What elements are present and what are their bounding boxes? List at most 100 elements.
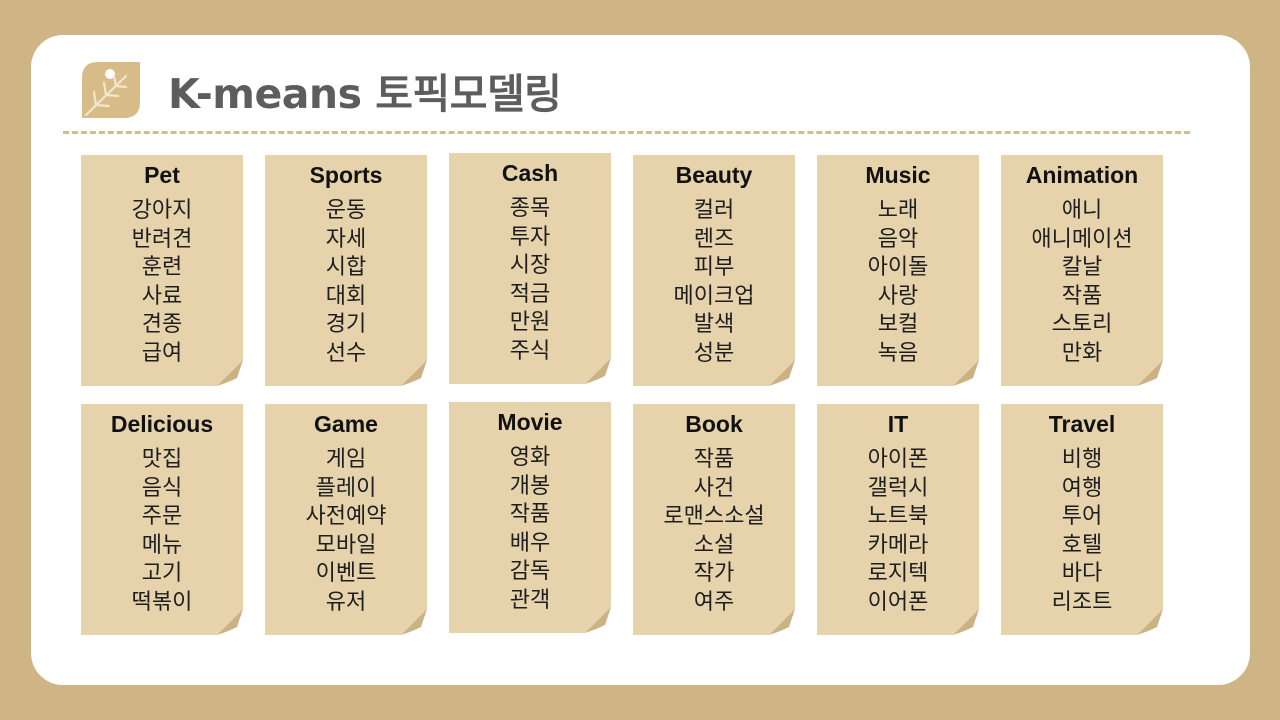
- keyword-item: 갤럭시: [867, 475, 929, 501]
- keyword-item: 음악: [877, 226, 919, 252]
- topic-note: Movie 영화 개봉 작품 배우 감독 관객: [449, 402, 611, 633]
- keyword-item: 훈련: [141, 255, 183, 281]
- keyword-item: 이벤트: [315, 561, 377, 587]
- page-title: K-means 토픽모델링: [168, 70, 562, 118]
- keyword-item: 주문: [141, 504, 183, 530]
- page-curl-icon: [1137, 609, 1163, 635]
- keyword-item: 주식: [509, 338, 551, 364]
- topic-title: Sports: [309, 162, 383, 188]
- keyword-item: 스토리: [1051, 312, 1113, 338]
- keyword-item: 유저: [325, 589, 367, 615]
- keyword-list: 영화 개봉 작품 배우 감독 관객: [449, 444, 611, 616]
- topic-title: IT: [887, 411, 909, 437]
- page-curl-icon: [217, 609, 243, 635]
- topic-note: Game 게임 플레이 사전예약 모바일 이벤트 유저: [265, 404, 427, 635]
- keyword-item: 시장: [509, 253, 551, 279]
- keyword-item: 투어: [1061, 504, 1103, 530]
- keyword-list: 아이폰 갤럭시 노트북 카메라 로지텍 이어폰: [817, 446, 979, 618]
- topic-title: Beauty: [675, 162, 753, 188]
- keyword-list: 컬러 렌즈 피부 메이크업 발색 성분: [633, 197, 795, 369]
- keyword-item: 개봉: [509, 473, 551, 499]
- keyword-item: 선수: [325, 340, 367, 366]
- keyword-item: 플레이: [315, 475, 377, 501]
- keyword-item: 애니: [1061, 198, 1103, 223]
- keyword-item: 사료: [141, 283, 183, 309]
- page-curl-icon: [585, 358, 611, 384]
- keyword-item: 사랑: [877, 283, 919, 309]
- keyword-item: 카메라: [867, 532, 929, 558]
- keyword-item: 아이돌: [867, 255, 929, 281]
- page-curl-icon: [401, 360, 427, 386]
- page-curl-icon: [585, 607, 611, 633]
- keyword-item: 배우: [509, 530, 551, 556]
- keyword-item: 작품: [509, 502, 551, 528]
- keyword-item: 강아지: [131, 198, 193, 223]
- keyword-item: 소설: [693, 532, 735, 558]
- keyword-item: 영화: [509, 445, 551, 470]
- topic-title: Book: [685, 411, 743, 437]
- keyword-item: 맛집: [141, 447, 183, 472]
- keyword-item: 반려견: [131, 226, 193, 252]
- keyword-item: 견종: [141, 312, 183, 338]
- topic-title: Travel: [1048, 411, 1116, 437]
- keyword-item: 노래: [877, 198, 919, 223]
- keyword-item: 자세: [325, 226, 367, 252]
- keyword-item: 여행: [1061, 475, 1103, 501]
- keyword-item: 메이크업: [673, 283, 755, 309]
- keyword-item: 여주: [693, 589, 735, 615]
- keyword-item: 고기: [141, 561, 183, 587]
- keyword-item: 녹음: [877, 340, 919, 366]
- keyword-item: 사전예약: [305, 504, 387, 530]
- page-curl-icon: [769, 360, 795, 386]
- keyword-item: 메뉴: [141, 532, 183, 558]
- keyword-item: 애니메이션: [1031, 226, 1133, 252]
- keyword-list: 종목 투자 시장 적금 만원 주식: [449, 195, 611, 367]
- keyword-item: 성분: [693, 340, 735, 366]
- keyword-item: 모바일: [315, 532, 377, 558]
- keyword-item: 작품: [693, 447, 735, 472]
- page-curl-icon: [1137, 360, 1163, 386]
- keyword-item: 피부: [693, 255, 735, 281]
- keyword-list: 애니 애니메이션 칼날 작품 스토리 만화: [1001, 197, 1163, 369]
- page-curl-icon: [401, 609, 427, 635]
- page-curl-icon: [953, 360, 979, 386]
- topic-title: Cash: [501, 160, 559, 186]
- leaf-icon: [82, 62, 140, 118]
- keyword-item: 로지텍: [867, 561, 929, 587]
- keyword-item: 운동: [325, 198, 367, 223]
- topic-note: Pet 강아지 반려견 훈련 사료 견종 급여: [81, 155, 243, 386]
- topic-note: IT 아이폰 갤럭시 노트북 카메라 로지텍 이어폰: [817, 404, 979, 635]
- keyword-item: 투자: [509, 224, 551, 250]
- keyword-item: 칼날: [1061, 255, 1103, 281]
- keyword-item: 바다: [1061, 561, 1103, 587]
- keyword-item: 시합: [325, 255, 367, 281]
- topic-note: Animation 애니 애니메이션 칼날 작품 스토리 만화: [1001, 155, 1163, 386]
- keyword-item: 작품: [1061, 283, 1103, 309]
- keyword-item: 로맨스소설: [663, 504, 765, 530]
- keyword-item: 렌즈: [693, 226, 735, 252]
- topic-note: Beauty 컬러 렌즈 피부 메이크업 발색 성분: [633, 155, 795, 386]
- topic-title: Music: [865, 162, 931, 188]
- keyword-item: 종목: [509, 196, 551, 221]
- keyword-item: 대회: [325, 283, 367, 309]
- keyword-item: 경기: [325, 312, 367, 338]
- topic-note: Delicious 맛집 음식 주문 메뉴 고기 떡볶이: [81, 404, 243, 635]
- keyword-item: 감독: [509, 559, 551, 585]
- topic-note: Book 작품 사건 로맨스소설 소설 작가 여주: [633, 404, 795, 635]
- page-curl-icon: [769, 609, 795, 635]
- keyword-list: 맛집 음식 주문 메뉴 고기 떡볶이: [81, 446, 243, 618]
- page-curl-icon: [217, 360, 243, 386]
- keyword-item: 호텔: [1061, 532, 1103, 558]
- keyword-item: 노트북: [867, 504, 929, 530]
- keyword-item: 비행: [1061, 447, 1103, 472]
- keyword-item: 리조트: [1051, 589, 1113, 615]
- keyword-item: 만원: [509, 310, 551, 336]
- keyword-item: 컬러: [693, 198, 735, 223]
- topic-title: Pet: [144, 162, 180, 188]
- title-divider: [63, 131, 1190, 134]
- keyword-item: 아이폰: [867, 447, 929, 472]
